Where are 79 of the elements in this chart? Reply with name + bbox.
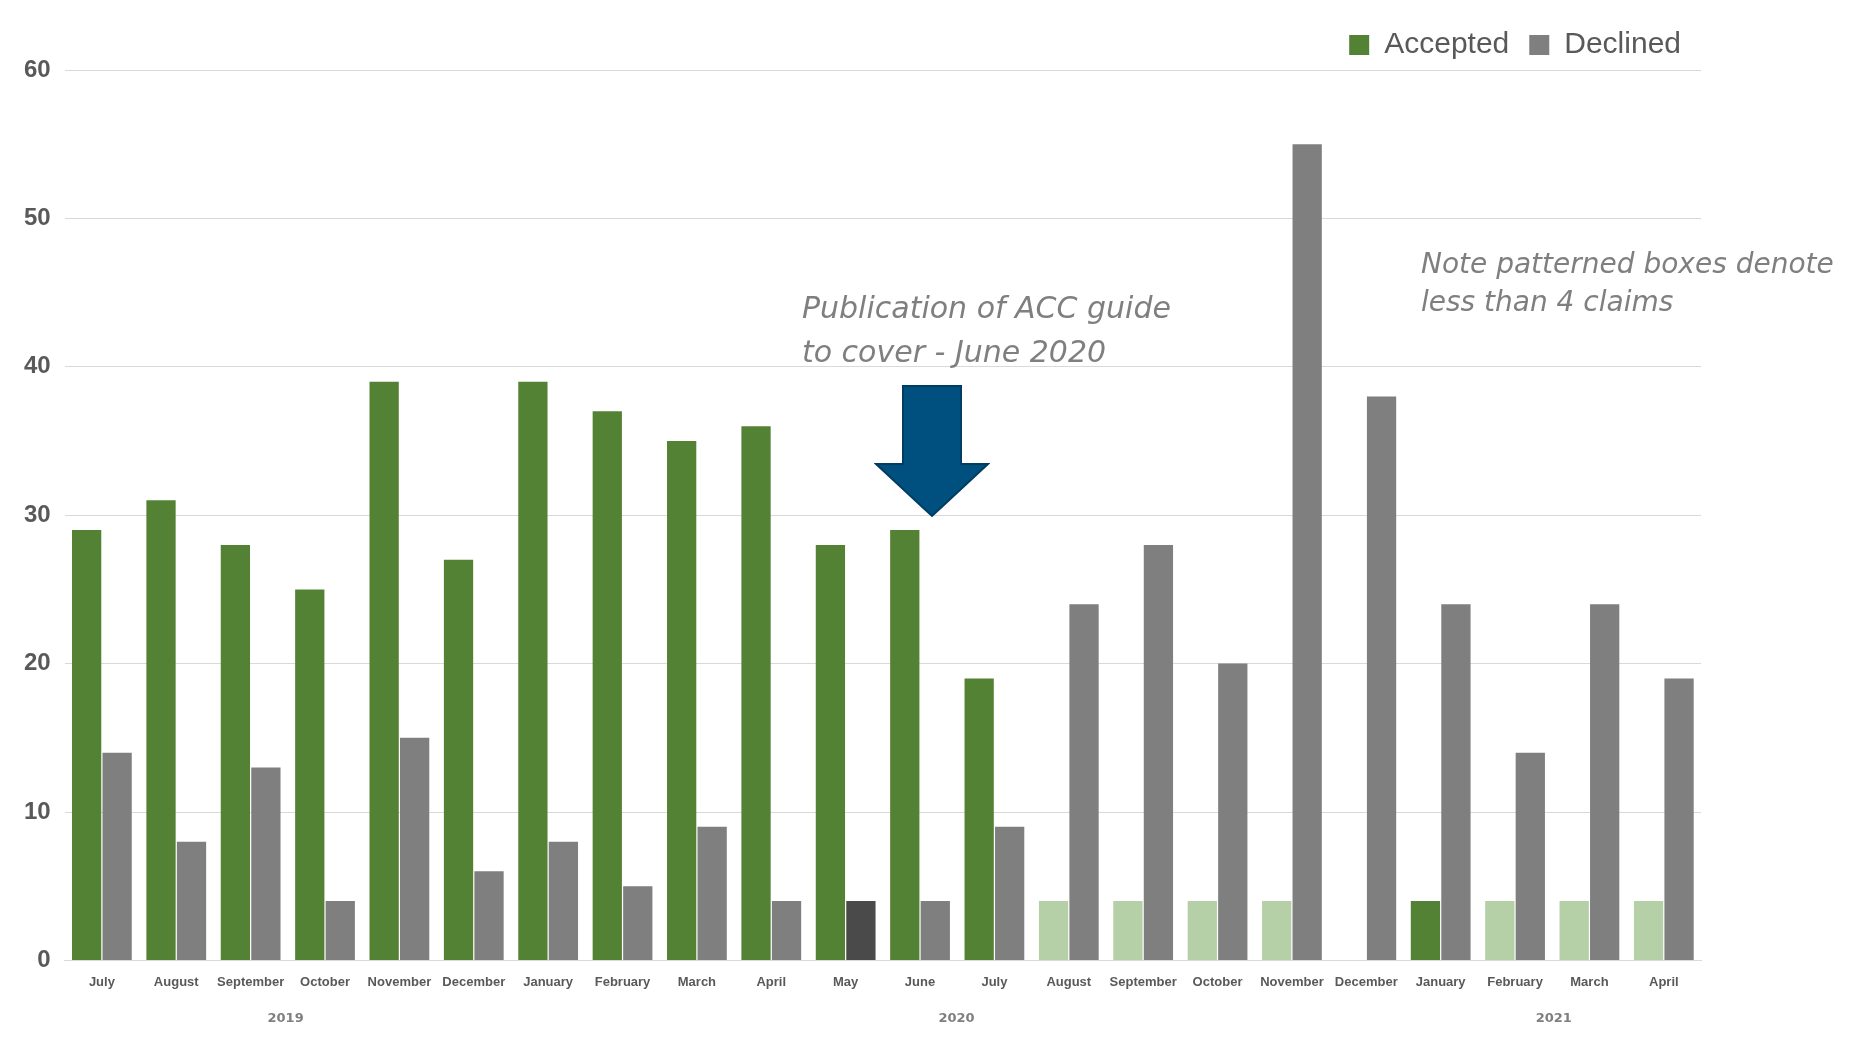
x-tick-label: April: [756, 973, 787, 989]
bar: [667, 441, 697, 960]
bar: [1113, 901, 1143, 960]
x-tick-label: October: [300, 973, 350, 989]
bar: [1069, 604, 1099, 960]
bar: [1218, 663, 1248, 960]
text: 2021: [1535, 1009, 1572, 1025]
bar: [920, 901, 950, 960]
bar: [623, 886, 653, 960]
x-tick-label: July: [88, 973, 116, 989]
bar: [964, 678, 994, 960]
bar: [697, 826, 727, 960]
y-tick-label: 50: [23, 203, 51, 231]
x-tick-label: January: [1415, 973, 1467, 989]
bar: [146, 500, 176, 960]
x-tick-label: September: [217, 973, 285, 989]
x-tick-label: April: [1649, 973, 1679, 989]
y-tick-label: 40: [23, 351, 51, 379]
bar: [1664, 678, 1694, 960]
x-tick-label: February: [594, 973, 652, 989]
bar: [741, 426, 771, 960]
bar: [400, 737, 430, 960]
bar: [474, 871, 504, 960]
bar: [369, 381, 399, 960]
x-tick-label: September: [1109, 973, 1177, 989]
bar: [1559, 901, 1589, 960]
bar: [251, 767, 281, 960]
bar: [1590, 604, 1620, 960]
bar: [548, 841, 579, 960]
legend-label: Accepted: [1384, 26, 1510, 60]
bar: [1366, 396, 1397, 960]
bar: [1515, 752, 1545, 960]
x-tick-label: July: [981, 973, 1009, 989]
x-tick-label: November: [367, 973, 432, 989]
bar: [325, 901, 355, 960]
bar: [518, 381, 548, 960]
y-tick-label: 20: [23, 648, 51, 676]
x-tick-label: August: [153, 973, 200, 989]
bar: [771, 901, 802, 960]
y-tick-label: 10: [23, 796, 51, 824]
y-tick-label: 30: [23, 499, 51, 527]
bar: [102, 752, 132, 960]
x-tick-label: August: [1046, 973, 1092, 989]
bar: [176, 841, 207, 960]
annotation: Note patterned boxes denote less than 4 claims: [1421, 247, 1834, 319]
bar: [1262, 901, 1292, 960]
bar: [1187, 901, 1217, 960]
x-tick-label: November: [1260, 973, 1324, 989]
bar: [1485, 901, 1515, 960]
bar: [846, 901, 876, 960]
x-tick-label: March: [677, 973, 717, 989]
x-tick-label: October: [1192, 973, 1243, 989]
bar: [443, 559, 474, 960]
bar: [1633, 901, 1664, 960]
y-tick-label: 0: [37, 945, 51, 973]
bar: [220, 544, 251, 960]
x-tick-label: December: [442, 973, 506, 989]
bar: [1038, 901, 1069, 960]
bar: [1441, 604, 1471, 960]
bar: [592, 411, 622, 960]
x-tick-label: May: [833, 973, 860, 989]
bar: [890, 530, 920, 960]
bar: [1143, 544, 1174, 960]
text: 2020: [938, 1009, 975, 1025]
bar: [1410, 901, 1441, 960]
x-tick-label: January: [523, 973, 574, 989]
legend-label: Declined: [1564, 26, 1681, 60]
bar: [295, 589, 325, 960]
x-tick-label: February: [1487, 973, 1544, 989]
bar: [1292, 144, 1322, 960]
x-tick-label: June: [904, 973, 936, 989]
y-tick-label: 60: [23, 54, 51, 82]
x-tick-label: March: [1570, 973, 1609, 989]
annotation: Publication of ACC guide to cover - June 2020: [801, 290, 1171, 370]
text: 2019: [267, 1009, 304, 1025]
bar: [815, 544, 846, 960]
bar: [995, 826, 1025, 960]
x-tick-label: December: [1334, 973, 1398, 989]
bar: [72, 530, 102, 960]
